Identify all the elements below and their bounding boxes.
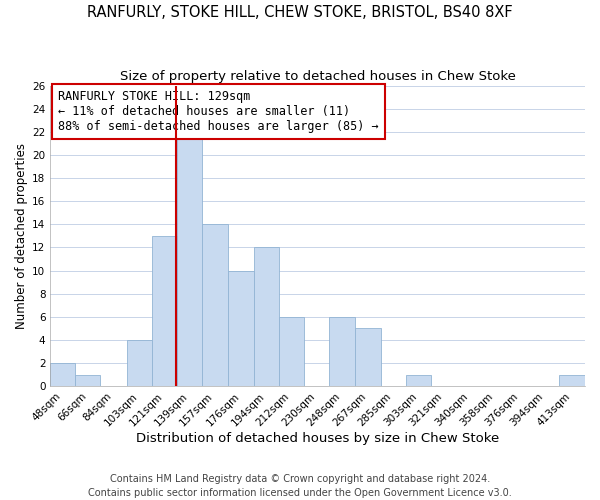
- Bar: [329, 317, 355, 386]
- Bar: [254, 248, 279, 386]
- Bar: [202, 224, 228, 386]
- Bar: [406, 374, 431, 386]
- Bar: [229, 270, 254, 386]
- Bar: [177, 132, 202, 386]
- Text: Contains HM Land Registry data © Crown copyright and database right 2024.
Contai: Contains HM Land Registry data © Crown c…: [88, 474, 512, 498]
- Bar: [50, 363, 76, 386]
- Title: Size of property relative to detached houses in Chew Stoke: Size of property relative to detached ho…: [120, 70, 515, 83]
- Bar: [76, 374, 100, 386]
- X-axis label: Distribution of detached houses by size in Chew Stoke: Distribution of detached houses by size …: [136, 432, 499, 445]
- Text: RANFURLY STOKE HILL: 129sqm
← 11% of detached houses are smaller (11)
88% of sem: RANFURLY STOKE HILL: 129sqm ← 11% of det…: [58, 90, 379, 133]
- Bar: [355, 328, 381, 386]
- Bar: [152, 236, 177, 386]
- Bar: [127, 340, 152, 386]
- Bar: [279, 317, 304, 386]
- Bar: [559, 374, 585, 386]
- Text: RANFURLY, STOKE HILL, CHEW STOKE, BRISTOL, BS40 8XF: RANFURLY, STOKE HILL, CHEW STOKE, BRISTO…: [87, 5, 513, 20]
- Y-axis label: Number of detached properties: Number of detached properties: [15, 143, 28, 329]
